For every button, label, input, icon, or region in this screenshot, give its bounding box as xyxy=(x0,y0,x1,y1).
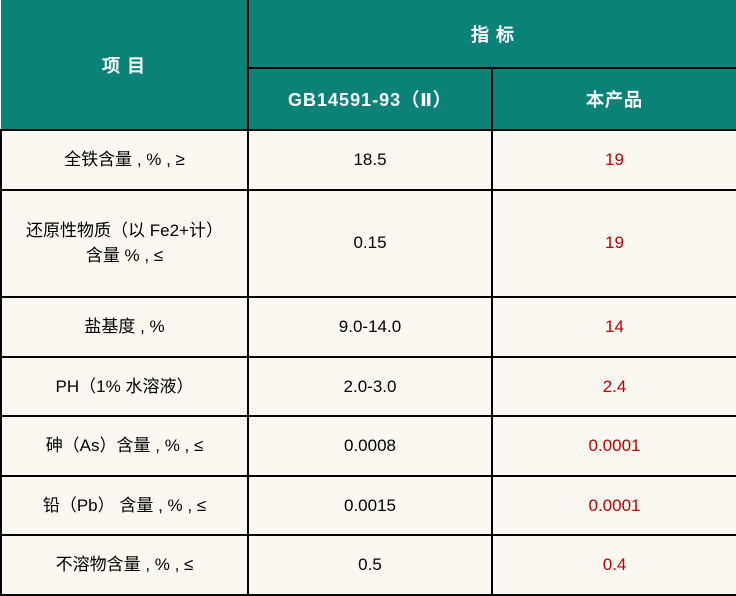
header-cell-item: 项 目 xyxy=(1,0,249,131)
row-standard-value: 0.0008 xyxy=(247,415,493,477)
row-standard-value: 0.0015 xyxy=(247,474,493,537)
row-standard-value: 0.15 xyxy=(247,188,493,299)
table-row: 铅（Pb） 含量 , % , ≤ 0.0015 0.0001 xyxy=(0,474,736,537)
row-item-label: PH（1% 水溶液） xyxy=(0,355,249,418)
row-item-label: 盐基度 , % xyxy=(0,296,249,358)
table-row: 不溶物含量 , % , ≤ 0.5 0.4 xyxy=(0,534,736,596)
table-row: PH（1% 水溶液） 2.0-3.0 2.4 xyxy=(0,355,736,418)
row-product-value: 19 xyxy=(490,129,736,191)
row-standard-value: 9.0-14.0 xyxy=(247,296,493,358)
row-product-value: 0.0001 xyxy=(490,415,736,477)
header-row-top: 项 目 指 标 xyxy=(1,0,736,131)
row-item-label: 还原性物质（以 Fe2+计） 含量 % , ≤ xyxy=(0,188,249,299)
header-cell-standard: GB14591-93（Ⅱ） xyxy=(247,67,493,131)
row-standard-value: 2.0-3.0 xyxy=(247,355,493,418)
row-item-label: 铅（Pb） 含量 , % , ≤ xyxy=(0,474,249,537)
table-row: 全铁含量 , % , ≥ 18.5 19 xyxy=(0,129,736,191)
table-row: 还原性物质（以 Fe2+计） 含量 % , ≤ 0.15 19 xyxy=(0,188,736,299)
table-row: 盐基度 , % 9.0-14.0 14 xyxy=(0,296,736,358)
header-cell-product: 本产品 xyxy=(490,67,736,131)
row-product-value: 0.0001 xyxy=(490,474,736,537)
table-row: 砷（As）含量 , % , ≤ 0.0008 0.0001 xyxy=(0,415,736,477)
row-item-label: 砷（As）含量 , % , ≤ xyxy=(0,415,249,477)
row-product-value: 2.4 xyxy=(490,355,736,418)
row-item-label: 全铁含量 , % , ≥ xyxy=(0,129,249,191)
row-product-value: 14 xyxy=(490,296,736,358)
row-item-label: 不溶物含量 , % , ≤ xyxy=(0,534,249,596)
row-product-value: 0.4 xyxy=(490,534,736,596)
row-standard-value: 0.5 xyxy=(247,534,493,596)
row-product-value: 19 xyxy=(490,188,736,299)
row-standard-value: 18.5 xyxy=(247,129,493,191)
header-cell-index: 指 标 xyxy=(246,0,736,69)
